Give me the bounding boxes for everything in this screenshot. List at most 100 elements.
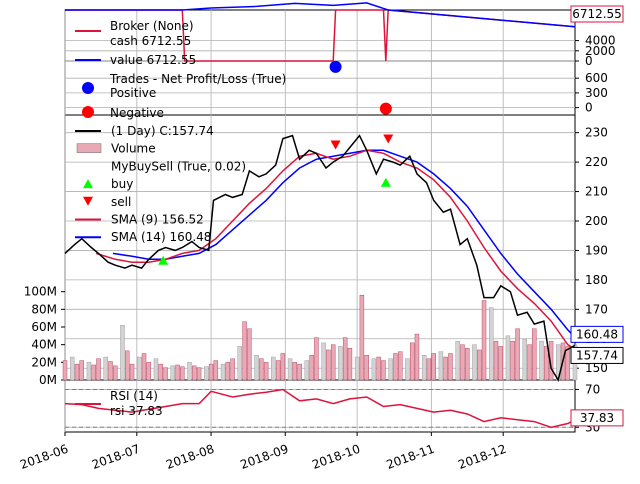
rsi-legend-label: rsi 37.83 bbox=[110, 404, 163, 418]
volume-bar bbox=[309, 355, 314, 381]
volume-bar bbox=[271, 356, 276, 381]
price-legend-label: Volume bbox=[111, 142, 156, 156]
volume-bar bbox=[455, 340, 460, 381]
price-legend-label: MyBuySell (True, 0.02) bbox=[111, 159, 246, 173]
x-tick-label: 2018-06 bbox=[18, 442, 70, 472]
volume-bar bbox=[187, 362, 192, 381]
volume-y-tick-label: 40M bbox=[31, 338, 57, 352]
volume-bar bbox=[364, 355, 369, 381]
volume-bar bbox=[292, 362, 298, 381]
broker-y-tick-label: 2000 bbox=[585, 44, 616, 58]
volume-bar bbox=[409, 342, 415, 381]
volume-bar bbox=[196, 367, 202, 381]
price-y-tick-label: 180 bbox=[585, 273, 608, 287]
volume-bar bbox=[371, 358, 377, 381]
rsi-legend: RSI (14)rsi 37.83 bbox=[75, 389, 163, 418]
x-tick-label: 2018-07 bbox=[90, 442, 142, 472]
broker-value-tag: 6712.55 bbox=[570, 5, 624, 23]
volume-bar bbox=[146, 362, 152, 381]
x-tick-label: 2018-09 bbox=[238, 442, 290, 472]
price-legend-label: buy bbox=[111, 177, 133, 191]
volume-bar bbox=[125, 350, 130, 381]
volume-bar bbox=[170, 365, 175, 381]
volume-y-tick-label: 0M bbox=[39, 373, 57, 387]
x-tick-label: 2018-10 bbox=[310, 442, 362, 472]
trades-legend-label: Positive bbox=[110, 86, 156, 100]
volume-bar bbox=[522, 339, 527, 381]
volume-bar bbox=[237, 346, 242, 381]
volume-bar bbox=[477, 349, 482, 381]
volume-bar bbox=[242, 321, 247, 381]
volume-bar bbox=[175, 364, 180, 381]
buy-marker bbox=[380, 177, 391, 187]
volume-bar bbox=[498, 346, 503, 381]
volume-bar bbox=[460, 344, 465, 381]
trades-y-tick-label: 0 bbox=[585, 101, 593, 115]
volume-bar bbox=[527, 344, 532, 381]
volume-bar bbox=[287, 358, 293, 381]
volume-bar bbox=[510, 340, 515, 381]
volume-bar bbox=[225, 362, 231, 381]
volume-bar bbox=[86, 362, 92, 381]
volume-bar bbox=[297, 363, 302, 381]
price-legend-label: sell bbox=[111, 195, 131, 209]
broker-value-tag-text: 6712.55 bbox=[572, 7, 622, 21]
price-legend: (1 Day) C:157.74 Volume MyBuySell (True, 0… bbox=[75, 124, 246, 244]
volume-bar bbox=[247, 328, 252, 381]
volume-bar bbox=[158, 363, 163, 381]
trades-legend-label: Negative bbox=[110, 106, 164, 120]
volume-bar bbox=[532, 328, 537, 381]
volume-bar bbox=[438, 351, 444, 381]
volume-bar bbox=[304, 360, 310, 381]
volume-bar bbox=[213, 360, 219, 381]
broker-y-tick-label: 0 bbox=[585, 54, 593, 68]
volume-bar bbox=[493, 340, 499, 381]
volume-bar bbox=[393, 353, 398, 381]
volume-bar bbox=[120, 325, 125, 381]
price-legend-label: (1 Day) C:157.74 bbox=[111, 124, 214, 138]
price-y-tick-label: 200 bbox=[585, 214, 608, 228]
price-y-tick-label: 150 bbox=[585, 361, 608, 375]
price-y-tick-label: 170 bbox=[585, 302, 608, 316]
volume-bar bbox=[330, 344, 336, 381]
buy-marker bbox=[158, 255, 169, 265]
rsi-y-tick-label: 70 bbox=[585, 382, 600, 396]
volume-bar bbox=[259, 358, 264, 381]
price-y-tick-label: 210 bbox=[585, 185, 608, 199]
volume-y-tick-label: 60M bbox=[31, 320, 57, 334]
price-value-tag-text: 160.48 bbox=[576, 327, 618, 341]
volume-bar bbox=[565, 346, 571, 381]
volume-bar bbox=[220, 363, 226, 381]
price-legend-label: SMA (14) 160.48 bbox=[111, 230, 211, 244]
volume-bar bbox=[431, 353, 436, 381]
volume-bar bbox=[414, 333, 420, 381]
volume-bar bbox=[103, 356, 108, 381]
trade-point-positive bbox=[329, 60, 342, 73]
sell-marker bbox=[330, 140, 341, 150]
trades-y-tick-label: 600 bbox=[585, 71, 608, 85]
volume-bar bbox=[314, 337, 319, 381]
volume-bar bbox=[338, 346, 343, 381]
volume-bar bbox=[426, 358, 432, 381]
volume-bar bbox=[465, 348, 470, 381]
volume-bar bbox=[108, 361, 113, 381]
volume-bar bbox=[263, 362, 269, 381]
volume-bar bbox=[398, 351, 403, 381]
volume-bar bbox=[505, 335, 511, 381]
volume-bar bbox=[321, 342, 326, 381]
volume-bar bbox=[342, 337, 348, 381]
panel-frame-trades bbox=[64, 60, 576, 116]
volume-bar bbox=[488, 307, 494, 381]
volume-bar bbox=[359, 295, 365, 381]
volume-bar bbox=[153, 358, 159, 381]
volume-bar bbox=[548, 340, 554, 381]
volume-bar bbox=[137, 356, 142, 381]
price-y-tick-label: 220 bbox=[585, 155, 608, 169]
volume-bar bbox=[354, 356, 360, 381]
volume-y-tick-label: 100M bbox=[24, 285, 57, 299]
panel-frame-rsi bbox=[64, 379, 576, 433]
trades-legend-swatch bbox=[82, 106, 94, 118]
x-tick-label: 2018-12 bbox=[456, 442, 508, 472]
volume-bar bbox=[91, 364, 96, 381]
